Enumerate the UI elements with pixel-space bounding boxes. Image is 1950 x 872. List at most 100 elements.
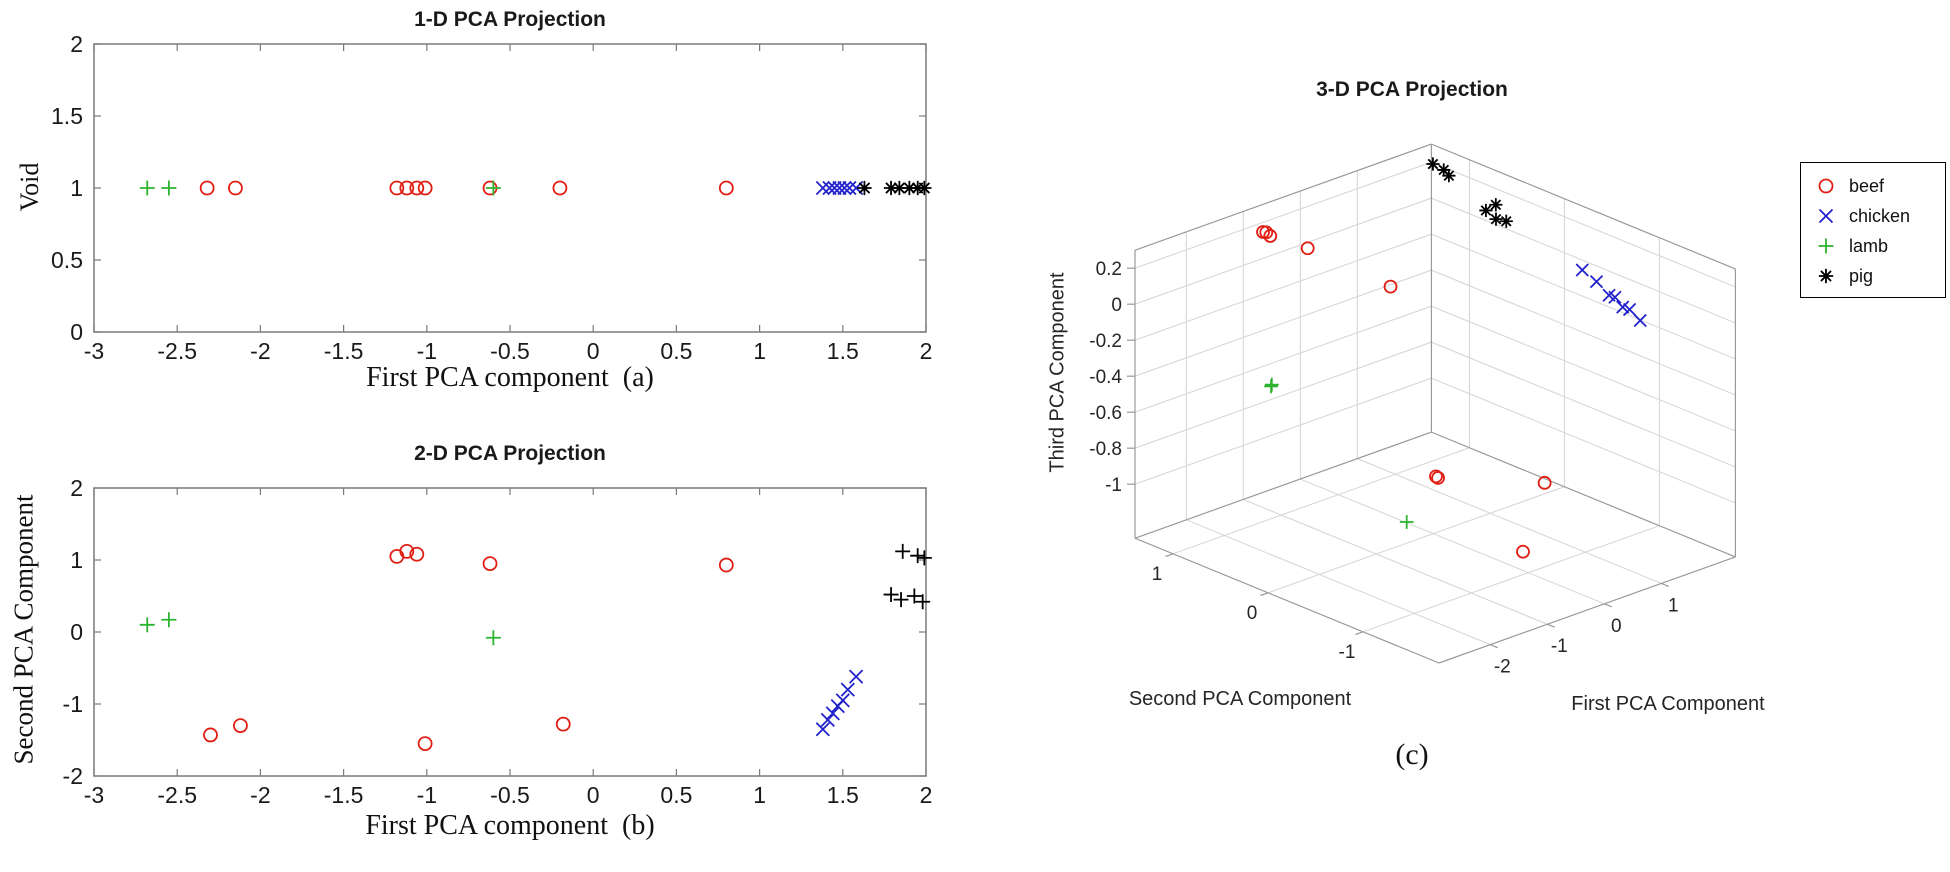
grid-line bbox=[1300, 478, 1605, 605]
axis-edge bbox=[1134, 431, 1432, 539]
x-marker bbox=[837, 180, 852, 196]
plus-marker bbox=[485, 180, 501, 196]
plus-marker bbox=[910, 548, 926, 564]
plot-2d-canvas: -3 -2.5 -2 -1.5 -1 -0.5 0 0.5 1 1.5 2 -2 -1 0 1 2 bbox=[63, 475, 933, 808]
grid-line bbox=[1134, 161, 1432, 269]
x-tick-label: -3 bbox=[84, 338, 104, 364]
x-tick-label: 1.5 bbox=[827, 782, 859, 808]
grid-line bbox=[1431, 305, 1736, 432]
plus-marker bbox=[161, 180, 177, 196]
circle-marker bbox=[718, 180, 734, 196]
z-tick-label: 0 bbox=[1111, 295, 1122, 316]
x-tick-label: 1 bbox=[753, 338, 766, 364]
plus-marker bbox=[893, 592, 909, 608]
plus-marker bbox=[916, 550, 932, 566]
asterisk-marker bbox=[1437, 163, 1451, 177]
z-tick-label: -0.8 bbox=[1089, 439, 1122, 460]
plot-2d-xlabel: First PCA component (b) bbox=[365, 810, 655, 841]
legend-item-lamb: lamb bbox=[1801, 231, 1945, 261]
legend-item-label: chicken bbox=[1849, 205, 1911, 226]
circle-marker bbox=[1818, 178, 1834, 194]
legend: beef chicken lamb pig bbox=[1800, 162, 1946, 298]
y-tick-mark bbox=[1165, 553, 1174, 558]
x-marker bbox=[832, 180, 847, 196]
legend-item-label: pig bbox=[1849, 265, 1874, 286]
circle-marker bbox=[409, 546, 425, 562]
x-tick-mark bbox=[1547, 623, 1555, 628]
plot-3d-canvas: -2 -1 0 1 -1 0 1 0.2 0 -0.2 -0.4 -0.6 -0.8 -1 bbox=[1089, 143, 1737, 678]
x-tick-label: -1.5 bbox=[324, 782, 364, 808]
x-tick-label: -2.5 bbox=[157, 782, 197, 808]
grid-line bbox=[1431, 269, 1736, 396]
circle-marker bbox=[203, 727, 218, 743]
x-marker bbox=[822, 180, 837, 196]
asterisk-marker bbox=[902, 180, 917, 196]
z-tick-label: 0.2 bbox=[1096, 259, 1122, 280]
y-tick-label: -1 bbox=[63, 691, 83, 717]
circle-marker bbox=[399, 180, 415, 196]
x-tick-mark bbox=[1604, 603, 1612, 608]
plot-2d-title: 2-D PCA Projection bbox=[414, 442, 606, 465]
x-marker bbox=[815, 722, 830, 737]
plus-marker bbox=[139, 180, 155, 196]
asterisk-marker bbox=[1489, 212, 1503, 226]
circle-marker bbox=[1431, 471, 1445, 485]
x-marker bbox=[827, 180, 842, 196]
asterisk-marker bbox=[1489, 198, 1503, 212]
circle-marker bbox=[1516, 544, 1530, 559]
beef-marker-icon bbox=[1818, 178, 1834, 194]
circle-marker bbox=[417, 736, 433, 752]
x-tick-label: 0 bbox=[587, 782, 600, 808]
circle-marker bbox=[228, 180, 243, 196]
x-tick-label: 0.5 bbox=[660, 782, 692, 808]
plot-1d-ylabel: Void bbox=[15, 162, 44, 212]
z-tick-label: -1 bbox=[1105, 475, 1122, 496]
legend-item-chicken: chicken bbox=[1801, 201, 1945, 231]
plot-3d-xlabel: First PCA Component bbox=[1571, 693, 1765, 715]
x-tick-label: 0.5 bbox=[660, 338, 692, 364]
y-tick-label: 2 bbox=[70, 475, 83, 501]
y-tick-label: 2 bbox=[70, 31, 83, 57]
grid-line bbox=[1134, 341, 1432, 449]
x-marker bbox=[842, 180, 857, 196]
circle-marker bbox=[555, 716, 571, 732]
plus-marker bbox=[1264, 377, 1279, 392]
asterisk-marker bbox=[917, 180, 932, 196]
x-tick-label: 1 bbox=[753, 782, 766, 808]
axes-box bbox=[93, 487, 927, 777]
plot-3d-zlabel: Third PCA Component bbox=[1046, 272, 1069, 473]
axis-edge bbox=[1134, 143, 1432, 251]
z-tick-label: -0.6 bbox=[1089, 403, 1122, 424]
plus-marker bbox=[883, 587, 899, 603]
x-marker bbox=[815, 180, 830, 196]
x-tick-label: 0 bbox=[1611, 616, 1622, 637]
circle-marker bbox=[1429, 469, 1443, 484]
chicken-marker-icon bbox=[1818, 208, 1834, 224]
x-tick-label: -1 bbox=[417, 338, 437, 364]
z-tick-label: -0.4 bbox=[1089, 367, 1122, 388]
grid-line bbox=[1357, 458, 1662, 584]
y-tick-label: 0.5 bbox=[51, 247, 83, 273]
x-tick-label: -2 bbox=[1494, 657, 1511, 678]
x-tick-label: 2 bbox=[920, 782, 933, 808]
y-tick-label: 1 bbox=[70, 175, 83, 201]
y-tick-label: 0 bbox=[70, 319, 83, 345]
circle-marker bbox=[1256, 225, 1270, 239]
x-marker bbox=[1589, 274, 1604, 289]
x-tick-label: 0 bbox=[587, 338, 600, 364]
x-marker bbox=[1818, 208, 1834, 224]
x-marker bbox=[825, 706, 840, 721]
plot-3d-title: 3-D PCA Projection bbox=[1316, 78, 1508, 101]
x-tick-mark bbox=[1661, 582, 1669, 587]
circle-marker bbox=[1263, 229, 1278, 243]
circle-marker bbox=[1383, 279, 1398, 294]
circle-marker bbox=[233, 718, 248, 734]
z-tick-label: -0.2 bbox=[1089, 331, 1122, 352]
legend-item-label: beef bbox=[1849, 175, 1885, 196]
grid-line bbox=[1134, 233, 1432, 341]
plot-1d-xlabel: First PCA component (a) bbox=[366, 362, 654, 393]
grid-line bbox=[1243, 498, 1548, 625]
y-tick-label: 0 bbox=[70, 619, 83, 645]
grid-line bbox=[1431, 377, 1736, 504]
grid-line bbox=[1267, 486, 1565, 594]
